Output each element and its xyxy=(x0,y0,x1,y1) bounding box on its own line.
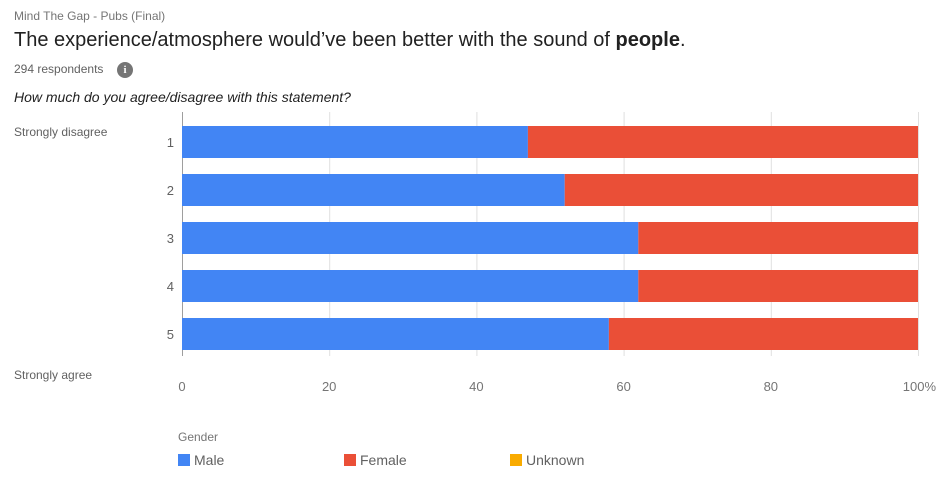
legend-item-unknown[interactable]: Unknown xyxy=(510,452,584,468)
x-tick-label: 60 xyxy=(616,379,630,394)
category-label: 1 xyxy=(167,135,174,150)
legend-label: Unknown xyxy=(526,452,585,468)
legend-swatch xyxy=(344,454,356,466)
title-suffix: . xyxy=(679,29,686,51)
x-tick-label: 100% xyxy=(903,379,937,394)
bar-male-3[interactable] xyxy=(182,222,639,254)
x-tick-label: 80 xyxy=(764,379,778,394)
legend-label: Female xyxy=(360,452,407,468)
category-label: 5 xyxy=(167,327,174,342)
bar-female-4[interactable] xyxy=(638,270,918,302)
x-tick-label: 20 xyxy=(322,379,336,394)
legend-item-male[interactable]: Male xyxy=(178,452,224,468)
scale-top-label: Strongly disagree xyxy=(14,125,108,139)
chart-title: The experience/atmosphere would’ve been … xyxy=(14,29,686,52)
bar-female-2[interactable] xyxy=(564,174,918,206)
title-text: The experience/atmosphere would’ve been … xyxy=(14,29,616,51)
info-icon[interactable]: i xyxy=(117,62,133,78)
title-bold-word: people xyxy=(615,29,680,51)
x-tick-label: 0 xyxy=(178,379,185,394)
bar-male-4[interactable] xyxy=(182,270,639,302)
survey-name: Mind The Gap - Pubs (Final) xyxy=(14,9,166,23)
legend-title: Gender xyxy=(178,430,219,444)
bar-female-1[interactable] xyxy=(527,126,918,158)
legend-swatch xyxy=(510,454,522,466)
bar-male-5[interactable] xyxy=(182,318,609,350)
x-tick-label: 40 xyxy=(469,379,483,394)
legend-swatch xyxy=(178,454,190,466)
respondent-count: 294 respondents xyxy=(14,62,104,76)
category-label: 2 xyxy=(167,183,174,198)
bar-female-3[interactable] xyxy=(638,222,918,254)
question-text: How much do you agree/disagree with this… xyxy=(14,89,351,105)
category-label: 4 xyxy=(167,279,174,294)
bar-male-1[interactable] xyxy=(182,126,528,158)
scale-bottom-label: Strongly agree xyxy=(14,368,93,382)
bar-male-2[interactable] xyxy=(182,174,565,206)
stacked-bar-chart: 1 2 3 4 5 0 20 40 60 80 100% xyxy=(167,112,937,394)
legend-item-female[interactable]: Female xyxy=(344,452,407,468)
category-label: 3 xyxy=(167,231,174,246)
legend-label: Male xyxy=(194,452,225,468)
bar-female-5[interactable] xyxy=(608,318,918,350)
